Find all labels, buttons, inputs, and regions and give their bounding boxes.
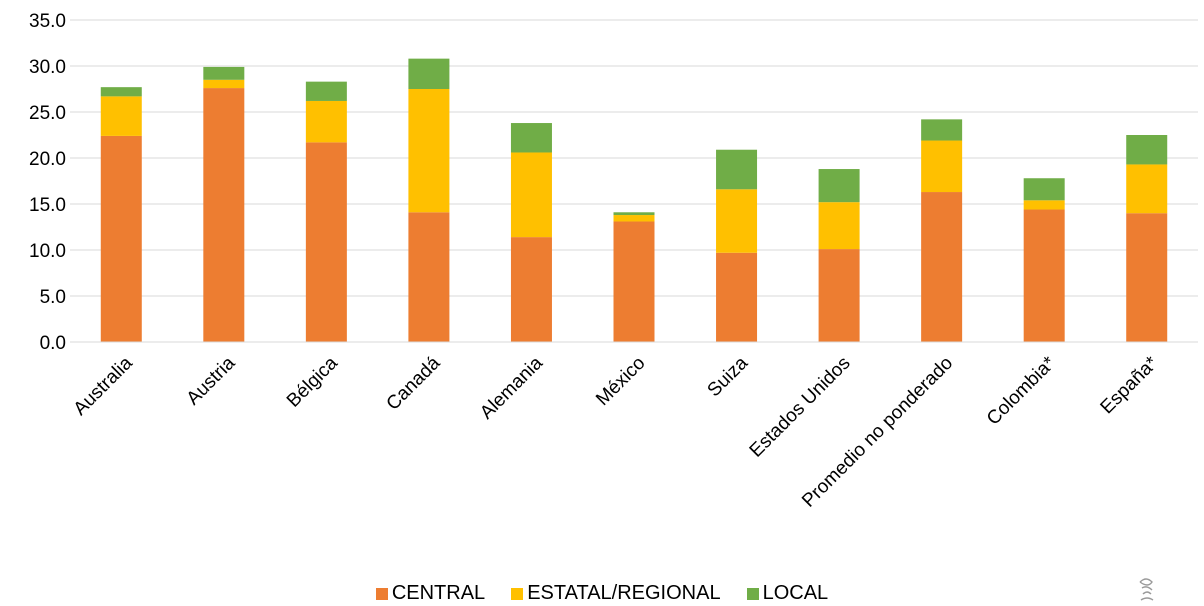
legend: CENTRAL ESTATAL/REGIONAL LOCAL (0, 582, 1204, 605)
bar-segment-central (921, 192, 963, 342)
legend-item: CENTRAL (375, 582, 486, 605)
bar-segment-estatal-regional (818, 202, 860, 250)
bar-segment-central (510, 237, 552, 342)
bar-segment-estatal-regional (203, 79, 245, 89)
bar-segment-estatal-regional (305, 100, 347, 143)
x-tick-label: México (592, 353, 649, 410)
bar-segment-local (510, 123, 552, 153)
bar-segment-estatal-regional (613, 215, 655, 222)
bar-segment-central (1126, 213, 1168, 342)
bar-segment-estatal-regional (100, 96, 142, 136)
bar-segment-central (716, 252, 758, 342)
bar-segment-central (305, 142, 347, 342)
legend-swatch (375, 587, 388, 600)
x-tick-label: Australia (70, 352, 137, 419)
x-tick-label: Canadá (383, 352, 445, 414)
bar-segment-central (818, 249, 860, 342)
bar-segment-estatal-regional (510, 152, 552, 238)
bar-segment-local (305, 81, 347, 101)
y-tick-label: 20.0 (29, 149, 66, 170)
bar-segment-central (408, 212, 450, 342)
bar-segment-estatal-regional (921, 140, 963, 193)
logo-mark (1139, 578, 1154, 601)
bar-segment-local (203, 66, 245, 80)
bar-segment-estatal-regional (716, 189, 758, 253)
bar-segment-estatal-regional (1023, 200, 1065, 210)
legend-label: ESTATAL/REGIONAL (527, 582, 721, 604)
legend-label: CENTRAL (391, 582, 486, 604)
bar-segment-estatal-regional (408, 89, 450, 213)
legend-label: LOCAL (762, 582, 829, 604)
legend-swatch (746, 587, 759, 600)
y-tick-label: 15.0 (29, 195, 66, 216)
y-tick-label: 5.0 (40, 287, 66, 308)
x-tick-label: Suiza (704, 352, 753, 401)
bars (100, 58, 1168, 342)
y-tick-label: 25.0 (29, 103, 66, 124)
bar-segment-local (716, 149, 758, 190)
x-tick-label: Austria (183, 352, 240, 409)
y-tick-label: 0.0 (40, 333, 66, 354)
x-axis-tick-labels: Australia Austria Bélgica Canadá Alemania Méx… (70, 352, 1163, 511)
y-tick-label: 30.0 (29, 57, 66, 78)
bar-segment-local (1023, 178, 1065, 201)
x-tick-label: Bélgica (283, 352, 342, 411)
x-tick-label: España* (1097, 352, 1163, 418)
bar-segment-local (921, 119, 963, 141)
legend-item: LOCAL (746, 582, 829, 605)
bar-segment-central (1023, 209, 1065, 342)
bar-segment-central (613, 221, 655, 342)
bar-segment-local (408, 58, 450, 89)
y-tick-label: 35.0 (29, 11, 66, 32)
bar-segment-local (1126, 135, 1168, 165)
y-axis-tick-labels: 0.0 5.0 10.0 15.0 20.0 25.0 30.0 35.0 (29, 11, 66, 354)
bar-segment-central (100, 135, 142, 342)
bar-segment-central (203, 88, 245, 342)
bar-segment-local (100, 87, 142, 97)
legend-item: ESTATAL/REGIONAL (511, 582, 721, 605)
bar-segment-estatal-regional (1126, 164, 1168, 214)
x-tick-label: Colombia* (983, 352, 1060, 429)
bar-segment-local (613, 212, 655, 216)
y-tick-label: 10.0 (29, 241, 66, 262)
x-tick-label: Alemania (476, 352, 547, 423)
x-tick-label: Estados Unidos (746, 353, 855, 462)
legend-swatch (511, 587, 524, 600)
bar-segment-local (818, 169, 860, 203)
